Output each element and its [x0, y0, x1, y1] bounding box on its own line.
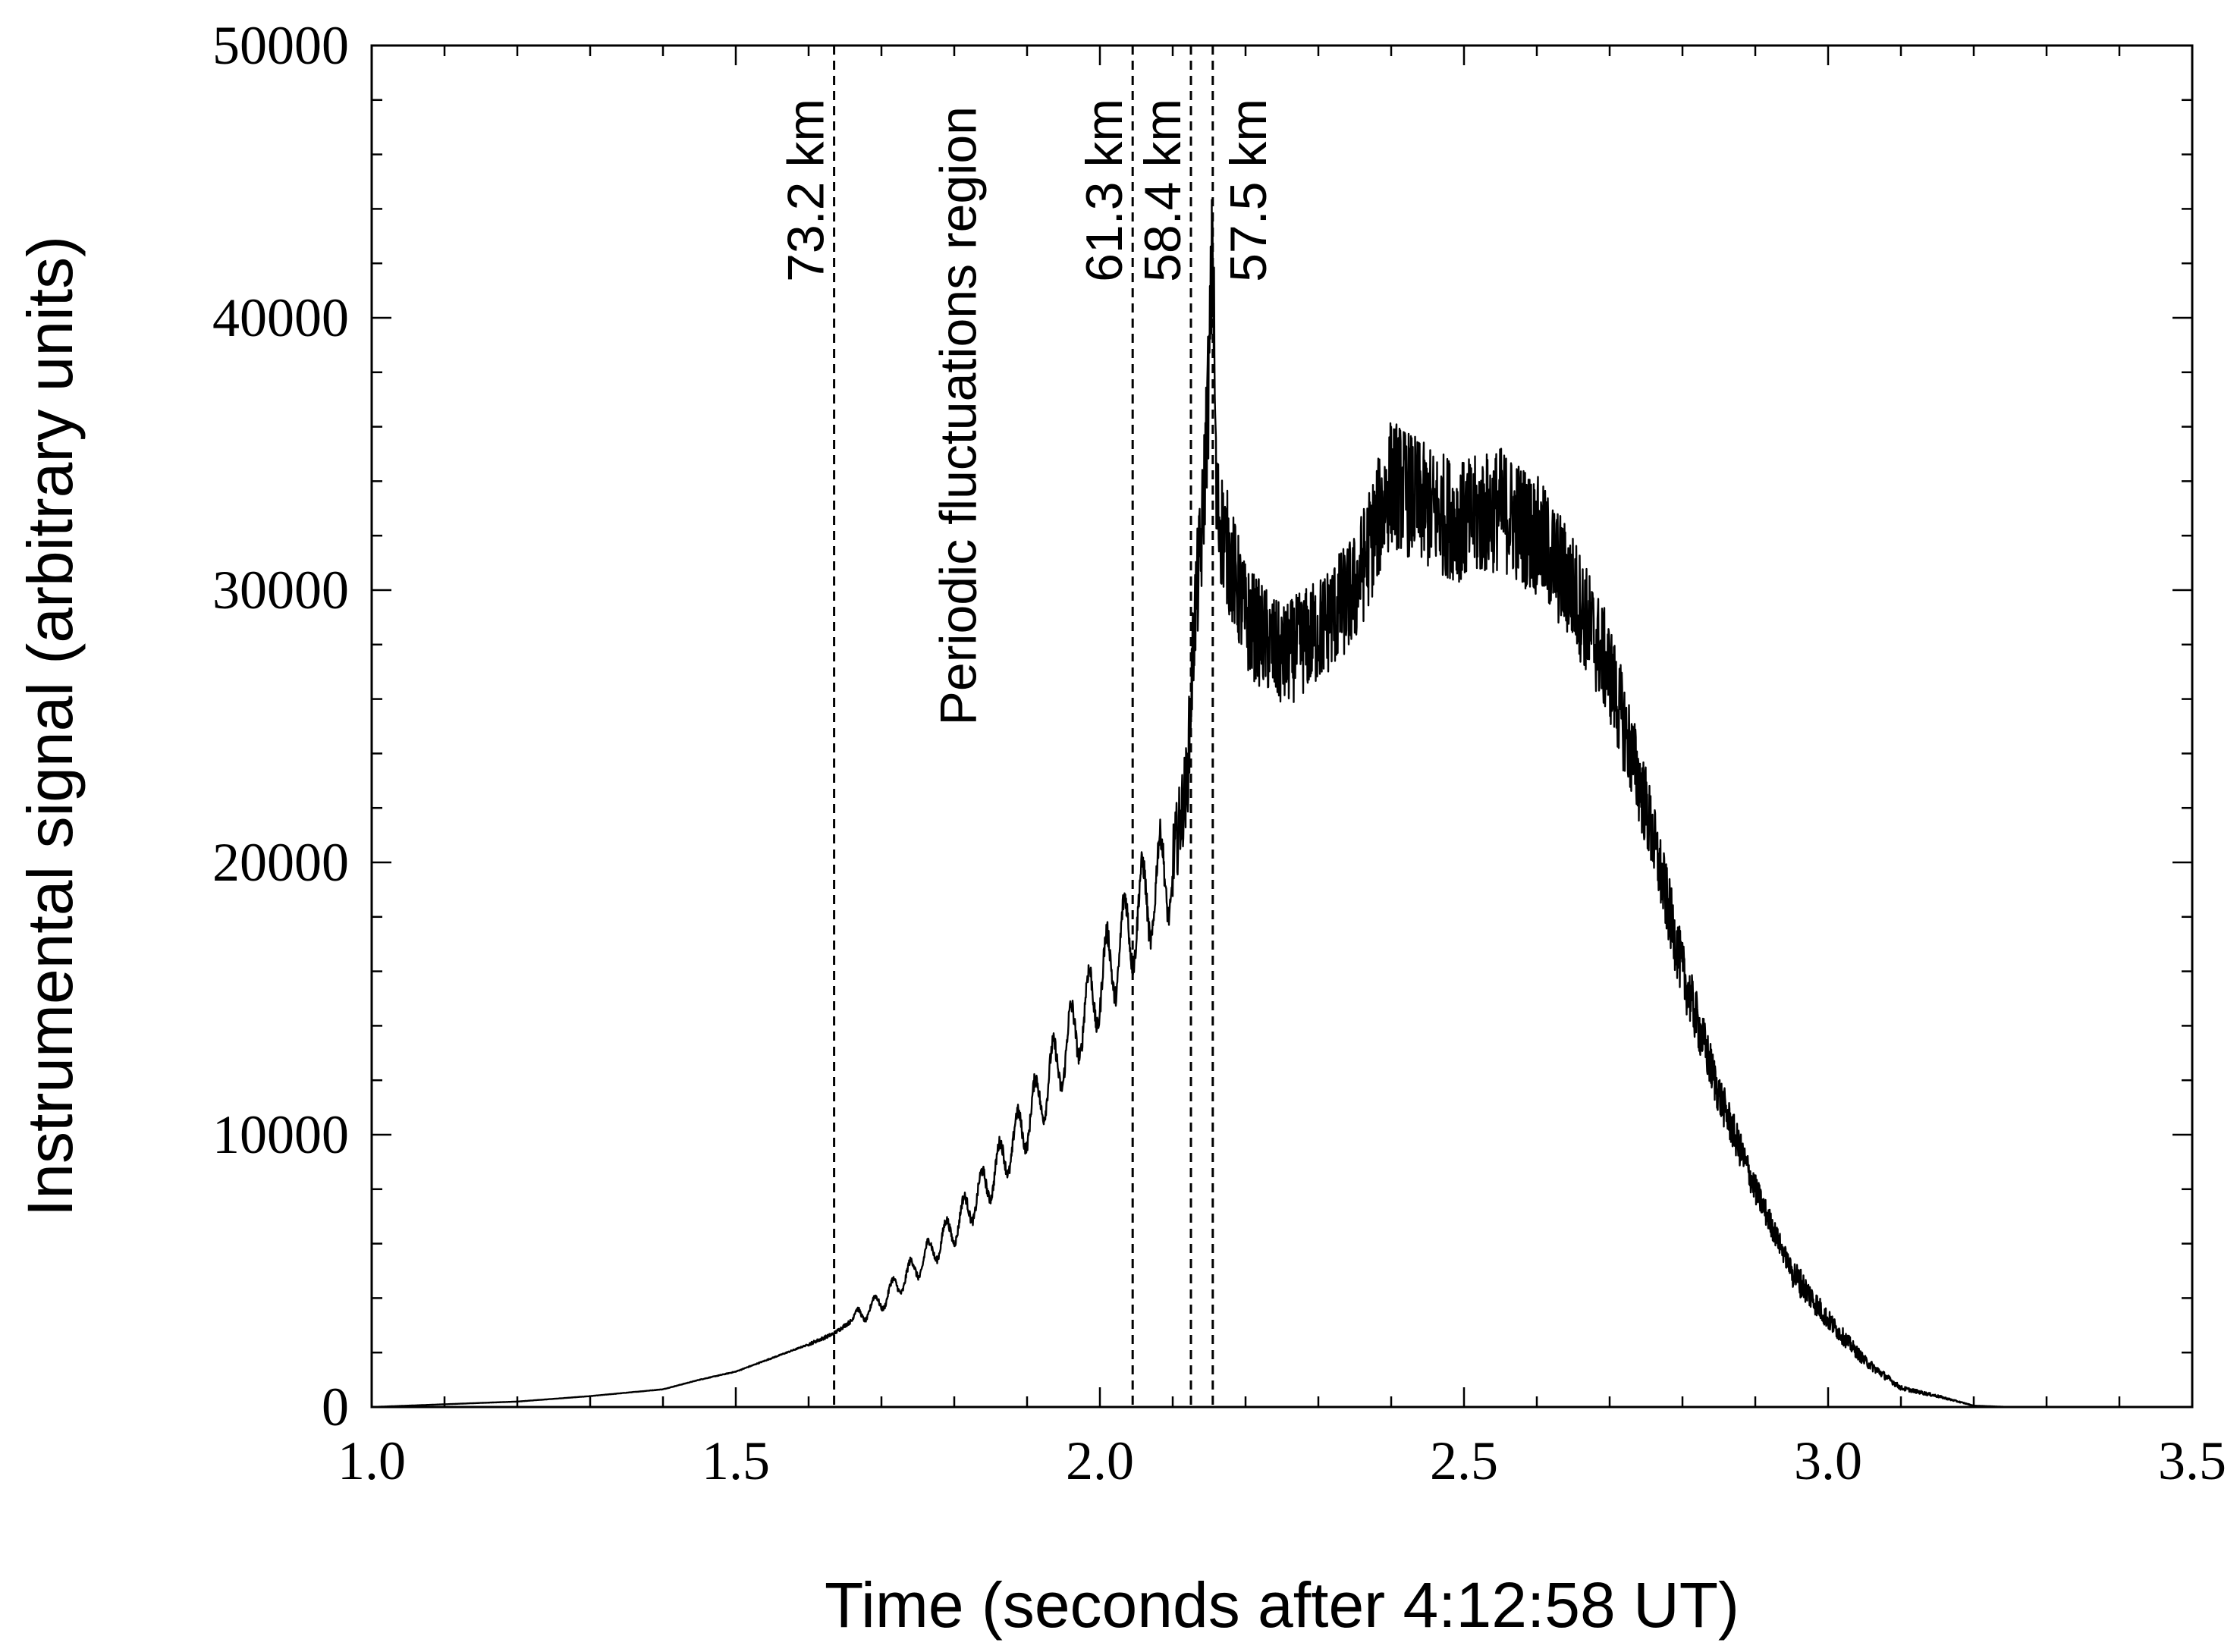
plot-frame: [370, 44, 2194, 1409]
y-tick-label: 0: [322, 1377, 349, 1437]
x-tick-label: 3.0: [1794, 1431, 1862, 1491]
y-axis-title: Instrumental signal (arbitrary units): [14, 236, 86, 1217]
series-group: [371, 199, 2193, 1409]
x-tick-label: 1.0: [338, 1431, 406, 1491]
marker-label-0: 73.2 km: [778, 99, 835, 282]
x-tick-label: 2.5: [1430, 1431, 1498, 1491]
y-tick-label: 10000: [212, 1104, 349, 1165]
vertical-markers: 73.2 km 61.3 km 58.4 km 57.5 km: [778, 46, 1277, 1407]
periodic-fluctuations-annotation: Periodic fluctuations region: [929, 106, 987, 725]
y-tick-label: 40000: [212, 287, 349, 348]
ticks: 1.0 1.5 2.0 2.5 3.0 3.5 0 10000 20000 30000 40000 5…: [212, 15, 2226, 1491]
y-tick-label: 20000: [212, 832, 349, 893]
axes: [370, 44, 2194, 1409]
x-tick-label: 1.5: [702, 1431, 770, 1491]
x-tick-label: 3.5: [2158, 1431, 2226, 1491]
marker-label-3: 57.5 km: [1220, 99, 1277, 282]
signal-line: [371, 199, 2193, 1409]
y-tick-label: 30000: [212, 560, 349, 620]
x-tick-label: 2.0: [1066, 1431, 1134, 1491]
y-tick-label: 50000: [212, 15, 349, 76]
marker-label-1: 61.3 km: [1076, 99, 1133, 282]
x-axis-title: Time (seconds after 4:12:58 UT): [825, 1569, 1739, 1641]
marker-label-2: 58.4 km: [1134, 99, 1192, 282]
